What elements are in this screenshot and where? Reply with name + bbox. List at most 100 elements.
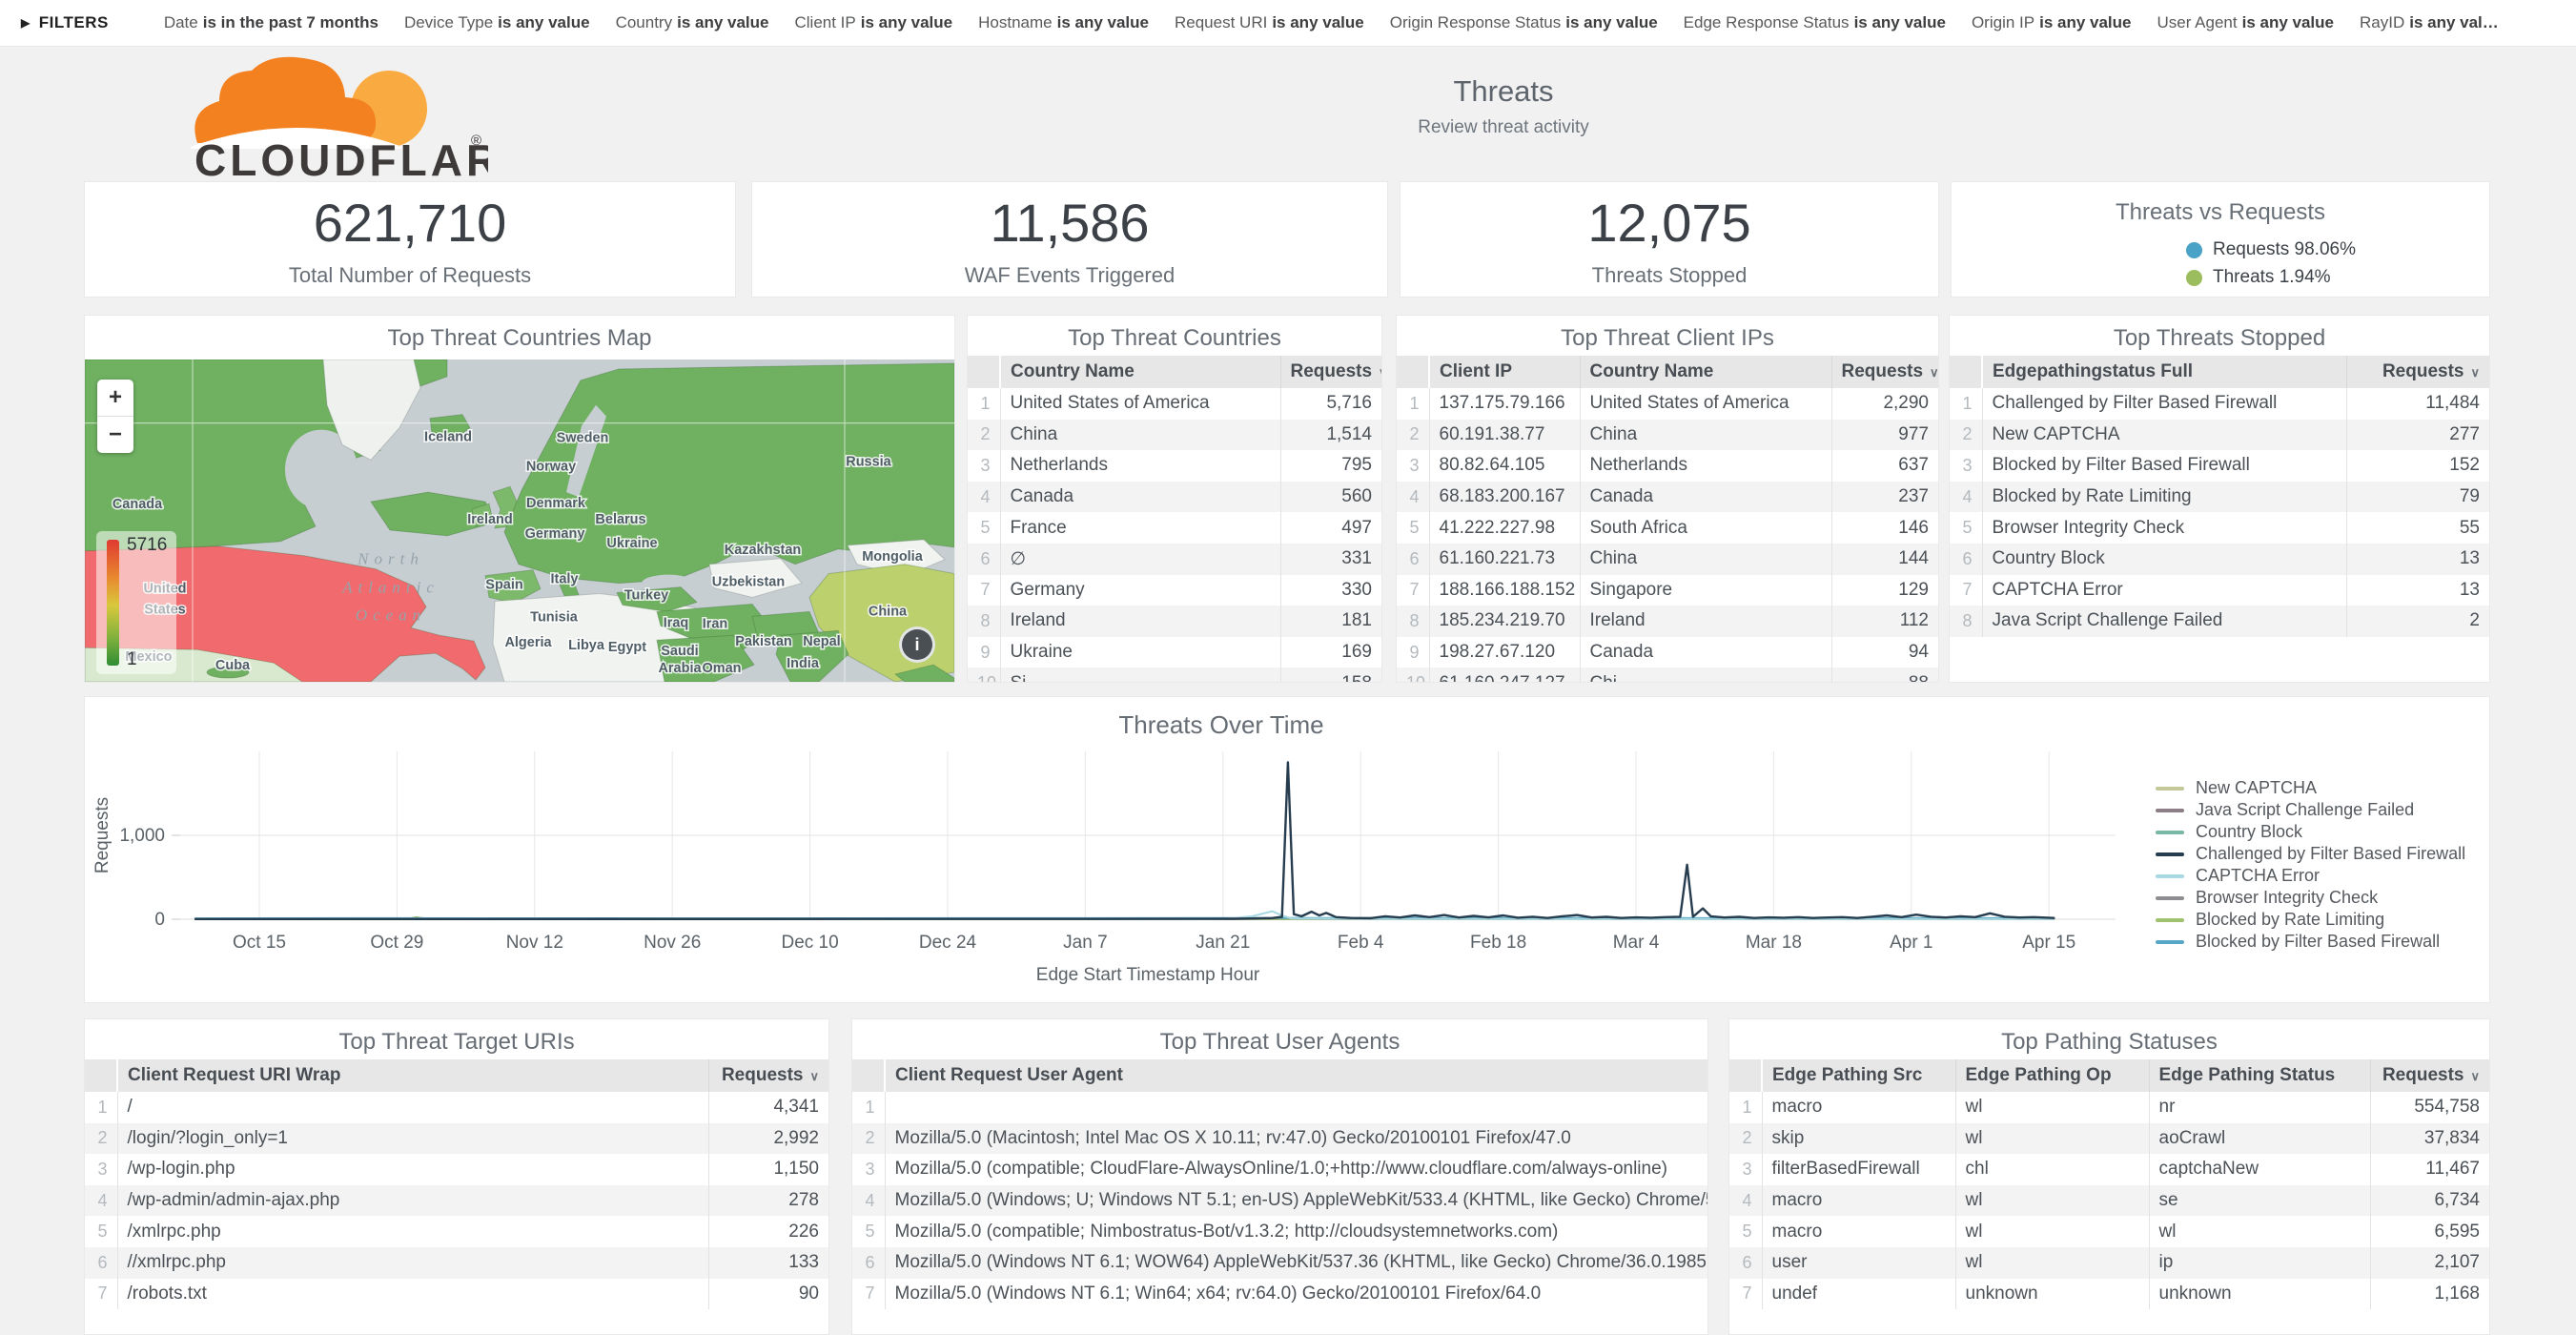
- world-map[interactable]: CanadaUnitedStatesMexicoCubaIcelandNorth…: [85, 359, 954, 682]
- map-country-label: Arabia: [658, 661, 702, 676]
- chart-legend-item[interactable]: Country Block: [2156, 821, 2465, 843]
- filter-chip[interactable]: Date is in the past 7 months: [164, 13, 378, 32]
- filters-toggle-button[interactable]: ▶ FILTERS: [21, 13, 109, 32]
- legend-label: Requests 98.06%: [2213, 239, 2356, 259]
- column-header[interactable]: Client Request URI Wrap: [116, 1059, 708, 1092]
- map-country-label: Pakistan: [735, 634, 792, 649]
- table-cell: Ireland: [1579, 606, 1831, 637]
- chart-legend-item[interactable]: CAPTCHA Error: [2156, 865, 2465, 887]
- map-country-label: Saudi: [661, 644, 698, 659]
- table-cell: France: [999, 512, 1280, 544]
- column-header[interactable]: Country Name: [999, 356, 1280, 388]
- filter-chip[interactable]: Hostname is any value: [978, 13, 1149, 32]
- column-header[interactable]: Edge Pathing Op: [1954, 1059, 2149, 1092]
- sort-caret-icon[interactable]: ∨: [1379, 365, 1381, 380]
- row-number: 8: [968, 606, 1000, 637]
- filter-chip[interactable]: Country is any value: [616, 13, 769, 32]
- table-row: 3 Mozilla/5.0 (compatible; CloudFlare-Alw…: [852, 1154, 1707, 1185]
- column-header[interactable]: Client Request User Agent: [884, 1059, 1707, 1092]
- row-number: 7: [1742, 1284, 1752, 1304]
- map-country-label: Italy: [551, 572, 579, 587]
- panel-top-threat-client-ips: Top Threat Client IPs Client IP Country N…: [1396, 315, 1939, 683]
- column-header[interactable]: Requests∨: [2345, 356, 2489, 388]
- table-row: 2 China 1,514: [968, 419, 1381, 451]
- filter-chip[interactable]: Origin IP is any value: [1972, 13, 2132, 32]
- chart-legend-item[interactable]: Browser Integrity Check: [2156, 887, 2465, 909]
- sort-caret-icon[interactable]: ∨: [1930, 365, 1938, 380]
- stat-value: 11,586: [990, 192, 1150, 253]
- sort-caret-icon[interactable]: ∨: [2470, 365, 2480, 380]
- chart-legend-item[interactable]: Challenged by Filter Based Firewall: [2156, 843, 2465, 865]
- row-number-header: [85, 1059, 118, 1092]
- x-tick-label: Oct 15: [233, 933, 286, 953]
- panel-title: Top Threat Countries: [1068, 325, 1281, 351]
- table-cell: Mozilla/5.0 (Macintosh; Intel Mac OS X 1…: [884, 1122, 1707, 1155]
- map-country-label: Mongolia: [862, 549, 924, 565]
- map-country-label: North: [357, 550, 424, 568]
- column-header[interactable]: Edge Pathing Status: [2148, 1059, 2370, 1092]
- column-header[interactable]: Country Name: [1579, 356, 1831, 388]
- sort-caret-icon[interactable]: ∨: [2470, 1069, 2480, 1083]
- table-cell: Country Block: [1981, 543, 2346, 575]
- table-row: 1061.160.247.127Chi88: [1397, 668, 1938, 682]
- row-number: 6: [1950, 543, 1982, 575]
- table-cell: chl: [1954, 1154, 2149, 1185]
- sort-caret-icon[interactable]: ∨: [809, 1069, 819, 1083]
- filter-chip[interactable]: Device Type is any value: [404, 13, 590, 32]
- table-cell: 185.234.219.70: [1428, 606, 1580, 637]
- filter-chip[interactable]: RayID is any val…: [2360, 13, 2499, 32]
- table-cell: skip: [1761, 1122, 1955, 1155]
- chart-legend: New CAPTCHA Java Script Challenge Failed C…: [2156, 777, 2465, 953]
- series-line: [194, 761, 2055, 920]
- table-row: 4 68.183.200.167 Canada 237: [1397, 481, 1938, 513]
- filter-chip[interactable]: User Agent is any value: [2157, 13, 2334, 32]
- chart-legend-item[interactable]: Java Script Challenge Failed: [2156, 799, 2465, 821]
- table-row: 3/wp-login.php 1,150: [85, 1154, 828, 1185]
- map-zoom-in-button[interactable]: +: [97, 380, 133, 416]
- table-cell: 169: [1279, 636, 1381, 668]
- table-row: 2/login/?login_only=1 2,992: [85, 1122, 828, 1155]
- column-header[interactable]: Client IP: [1428, 356, 1580, 388]
- filter-chip[interactable]: Edge Response Status is any value: [1684, 13, 1946, 32]
- table-row: 8 185.234.219.70 Ireland 112: [1397, 606, 1938, 637]
- map-country-label: Iraq: [664, 615, 689, 630]
- row-number: 6: [852, 1246, 885, 1279]
- table-row: 1: [852, 1092, 1707, 1123]
- chart-legend-item[interactable]: Blocked by Rate Limiting: [2156, 909, 2465, 931]
- table-cell: 90: [707, 1278, 828, 1310]
- table-cell: China: [1579, 543, 1831, 575]
- table-cell: 2,107: [2369, 1246, 2489, 1279]
- filter-name: Edge Response Status: [1683, 13, 1850, 31]
- column-header[interactable]: Requests∨: [707, 1059, 828, 1092]
- chart-legend-item[interactable]: Blocked by Filter Based Firewall: [2156, 931, 2465, 953]
- filter-value: is any value: [1853, 13, 1946, 31]
- filter-chip[interactable]: Client IP is any value: [794, 13, 952, 32]
- column-header[interactable]: Requests∨: [2369, 1059, 2489, 1092]
- column-header[interactable]: Edge Pathing Src: [1761, 1059, 1955, 1092]
- threats-over-time-chart[interactable]: 1,000 0 Oct 15 Oct 29 Nov 12 Nov 26 Dec 10 Dec …: [85, 697, 2490, 1003]
- table-cell: 2,290: [1830, 388, 1938, 420]
- table-cell: filterBasedFirewall: [1761, 1154, 1955, 1185]
- row-number: 8: [1950, 606, 1982, 637]
- filter-name: Request URI: [1175, 13, 1268, 31]
- column-header[interactable]: Requests∨: [1830, 356, 1938, 388]
- filter-chip[interactable]: Origin Response Status is any value: [1390, 13, 1658, 32]
- table-cell: 1,168: [2369, 1278, 2489, 1310]
- legend-label: Blocked by Filter Based Firewall: [2196, 932, 2441, 951]
- row-number: 5: [980, 518, 991, 538]
- panel-threats-over-time: Threats Over Time 1,000 0 Oct 15 Oct 29 Nov …: [84, 696, 2490, 1003]
- row-number: 2: [1729, 1122, 1762, 1155]
- map-country-label: Libya: [568, 638, 605, 653]
- column-header[interactable]: Requests∨: [1279, 356, 1381, 388]
- table-cell: Netherlands: [999, 450, 1280, 482]
- filter-chip[interactable]: Request URI is any value: [1175, 13, 1364, 32]
- x-tick-label: Apr 1: [1890, 933, 1932, 953]
- map-info-icon[interactable]: i: [899, 626, 935, 663]
- table-cell: se: [2148, 1184, 2370, 1217]
- column-header[interactable]: Edgepathingstatus Full: [1981, 356, 2346, 388]
- chart-legend-item[interactable]: New CAPTCHA: [2156, 777, 2465, 799]
- map-zoom-out-button[interactable]: −: [97, 417, 133, 453]
- map-country-label: Ireland: [467, 512, 512, 527]
- stat-waf-events: 11,586 WAF Events Triggered: [751, 181, 1388, 298]
- filter-value: is any value: [677, 13, 769, 31]
